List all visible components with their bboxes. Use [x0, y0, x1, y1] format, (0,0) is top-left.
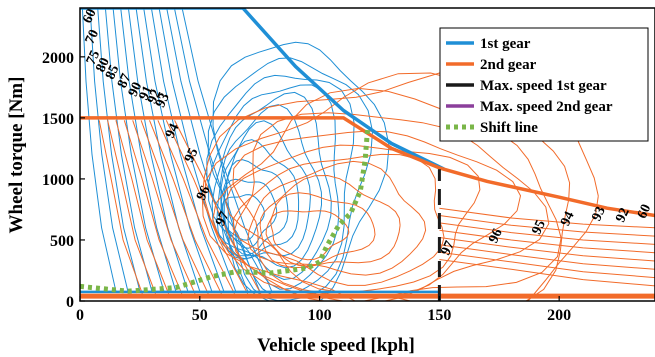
gear1-contour [166, 8, 249, 292]
gear2-contour [270, 210, 350, 261]
gear2-contour [225, 144, 481, 293]
y-tick-label: 0 [66, 294, 74, 311]
gear1-contour [143, 8, 213, 292]
contour-label: 97 [438, 239, 458, 258]
gear2-contour [439, 207, 655, 229]
gear1-contour [223, 178, 278, 249]
contour-label: 91 [137, 84, 157, 103]
contour-label: 94 [558, 209, 578, 228]
gear2-max-torque-line [80, 116, 655, 218]
contour-label: 92 [613, 206, 633, 225]
x-tick-label: 200 [547, 307, 571, 324]
gear1-contour [181, 8, 273, 292]
gear2-contour [439, 251, 655, 279]
contour-label: 92 [145, 87, 165, 106]
legend-label: Shift line [480, 120, 538, 136]
shift-line [80, 129, 370, 294]
gear2-contour [439, 237, 655, 262]
y-axis-label: Wheel torque [Nm] [6, 77, 27, 234]
gear1-max-torque-line [80, 8, 445, 171]
gear2-contour [107, 120, 156, 294]
gear2-contour [439, 215, 655, 237]
gear2-contour [132, 120, 196, 294]
gear1-contour [97, 8, 141, 292]
contour-label: 96 [486, 227, 506, 246]
gear2-contour [247, 160, 427, 276]
gear2-contour [259, 174, 401, 269]
contour-label: 97 [213, 209, 233, 228]
gear2-contour [123, 120, 183, 294]
contour-label: 94 [163, 122, 183, 141]
legend-label: Max. speed 1st gear [480, 78, 607, 94]
contour-label: 90 [126, 80, 146, 99]
gear2-contour [98, 120, 143, 294]
gear2-contour [140, 120, 209, 294]
gear2-contour [115, 120, 170, 294]
gear2-contour [265, 192, 376, 267]
contour-label: 75 [84, 48, 104, 67]
contour-label: 87 [115, 71, 135, 90]
legend: 1st gear 2nd gear Max. speed 1st gear Max. … [439, 27, 649, 142]
gear1-contour [222, 159, 289, 256]
gear2-contour [165, 120, 249, 294]
x-tick-label: 150 [427, 307, 451, 324]
plot-frame [79, 7, 655, 302]
y-tick-label: 1500 [42, 111, 74, 128]
gear1-contour [112, 8, 165, 292]
y-tick-label: 1000 [42, 172, 74, 189]
contour-label: 93 [153, 91, 173, 110]
contour-label: 80 [93, 56, 113, 75]
legend-box [439, 27, 649, 142]
legend-label: 2nd gear [480, 57, 537, 73]
gear2-contour [439, 222, 655, 245]
legend-label: 1st gear [480, 36, 531, 52]
y-tick-label: 2000 [42, 50, 74, 67]
contour-label: 85 [103, 63, 123, 82]
x-tick-label: 0 [76, 307, 84, 324]
gear1-contour [89, 8, 129, 292]
gear2-contour [149, 120, 222, 294]
y-tick-label: 500 [50, 233, 74, 250]
gear1-contour [127, 8, 189, 292]
contour-label: 95 [529, 218, 549, 237]
contour-label: 60 [635, 202, 655, 221]
gear2-contour [157, 120, 235, 294]
gear2-contour [439, 244, 655, 270]
gear1-contour [104, 8, 153, 292]
contour-label: 96 [194, 184, 214, 203]
contour-label: 95 [182, 146, 202, 165]
x-axis-label: Vehicle speed [kph] [257, 335, 415, 356]
gear2-contour [439, 259, 655, 287]
x-tick-label: 50 [192, 307, 208, 324]
legend-label: Max. speed 2nd gear [480, 99, 613, 115]
contour-label: 60 [80, 7, 100, 26]
contour-label: 70 [83, 28, 103, 47]
gear2-contour [439, 229, 655, 254]
gear1-contour [135, 8, 201, 292]
gear1-contour [212, 41, 390, 301]
contour-label: 93 [589, 205, 609, 224]
gear1-contour [207, 57, 374, 301]
gear2-contour [174, 120, 262, 294]
gear1-contour [150, 8, 225, 292]
gear1-contour [158, 8, 237, 292]
x-tick-label: 100 [308, 307, 332, 324]
